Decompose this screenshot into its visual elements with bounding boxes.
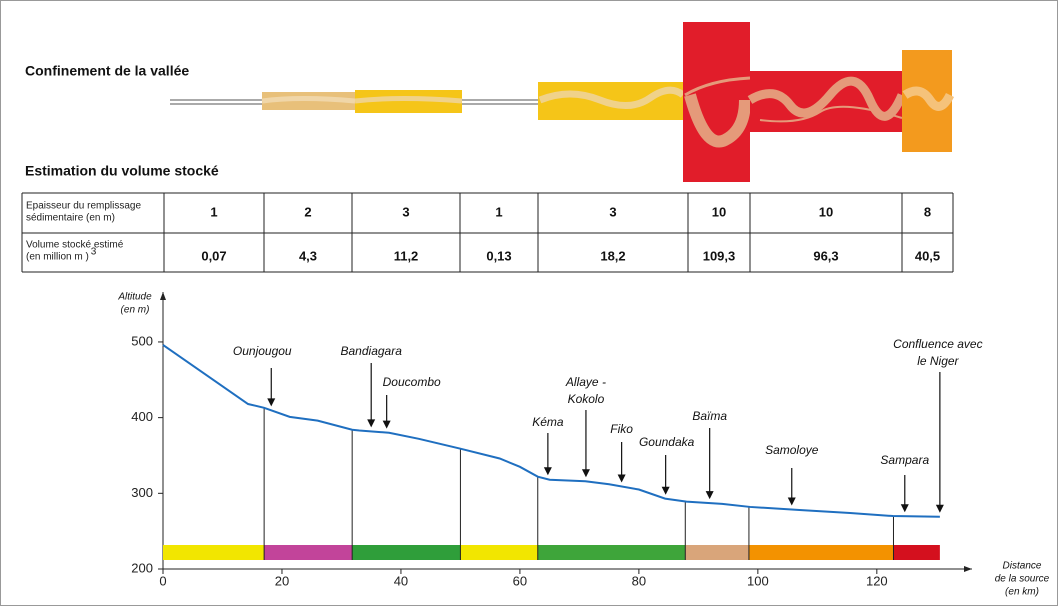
place-label: Samoloye xyxy=(765,443,819,457)
place-label: Confluence avec xyxy=(893,337,982,351)
section-band xyxy=(893,545,940,560)
section-band xyxy=(685,545,749,560)
place-label: Allaye - xyxy=(565,375,606,389)
table-cell: 10 xyxy=(819,204,833,219)
place-arrowhead xyxy=(581,469,590,478)
place-label: Baïma xyxy=(692,409,727,423)
table-cell: 18,2 xyxy=(600,248,625,263)
y-tick-label: 300 xyxy=(131,485,153,500)
y-axis-arrow xyxy=(160,292,166,300)
confinement-graphic xyxy=(170,22,955,182)
section-band xyxy=(460,545,538,560)
place-arrowhead xyxy=(935,504,944,513)
heading: Estimation du volume stocké xyxy=(25,163,219,179)
table-cell: 8 xyxy=(924,204,931,219)
x-tick-label: 60 xyxy=(513,573,527,588)
place-arrowhead xyxy=(367,419,376,428)
section-band xyxy=(352,545,461,560)
place-arrowhead xyxy=(617,474,626,483)
section-band xyxy=(264,545,353,560)
place-arrowhead xyxy=(543,467,552,476)
table-cell: 4,3 xyxy=(299,248,317,263)
x-tick-label: 120 xyxy=(866,573,888,588)
place-arrowhead xyxy=(787,497,796,506)
place-label: Fiko xyxy=(610,422,633,436)
profile-line xyxy=(162,344,940,518)
place-arrowhead xyxy=(661,486,670,495)
table-cell: 2 xyxy=(304,204,311,219)
table-cell: 0,07 xyxy=(201,248,226,263)
place-label: Sampara xyxy=(880,453,929,467)
y-tick-label: 200 xyxy=(131,560,153,575)
place-label: Ounjougou xyxy=(233,344,292,358)
row-header: (en million m ) xyxy=(26,252,89,263)
table-cell: 109,3 xyxy=(703,248,736,263)
table-cell: 3 xyxy=(402,204,409,219)
y-axis-label: (en m) xyxy=(121,305,150,316)
table-cell: 96,3 xyxy=(813,248,838,263)
place-label: Bandiagara xyxy=(341,344,403,358)
x-axis-label: (en km) xyxy=(1005,587,1039,598)
section-band xyxy=(163,545,265,560)
y-tick-label: 500 xyxy=(131,333,153,348)
x-axis-arrow xyxy=(964,566,972,572)
x-axis-label: de la source xyxy=(995,574,1050,585)
x-tick-label: 100 xyxy=(747,573,769,588)
table-cell: 10 xyxy=(712,204,726,219)
table-cell: 40,5 xyxy=(915,248,940,263)
row-header: Epaisseur du remplissage xyxy=(26,201,141,212)
table-cell: 1 xyxy=(495,204,502,219)
x-tick-label: 80 xyxy=(632,573,646,588)
y-axis-label: Altitude xyxy=(117,292,152,303)
x-tick-label: 40 xyxy=(394,573,408,588)
heading: Confinement de la vallée xyxy=(25,63,189,79)
place-label: Goundaka xyxy=(639,435,695,449)
place-label: Kokolo xyxy=(568,392,605,406)
place-arrowhead xyxy=(267,398,276,407)
section-band xyxy=(748,545,894,560)
row-header: Volume stocké estimé xyxy=(26,240,124,251)
x-axis-label: Distance xyxy=(1003,561,1042,572)
place-arrowhead xyxy=(900,504,909,513)
place-label: le Niger xyxy=(917,354,959,368)
table-cell: 0,13 xyxy=(486,248,511,263)
row-header-sup: 3 xyxy=(91,247,97,258)
section-band xyxy=(537,545,686,560)
table-cell: 1 xyxy=(210,204,217,219)
place-arrowhead xyxy=(705,491,714,500)
x-tick-label: 0 xyxy=(159,573,166,588)
place-arrowhead xyxy=(382,420,391,429)
table-cell: 3 xyxy=(609,204,616,219)
place-label: Kéma xyxy=(532,415,564,429)
y-tick-label: 400 xyxy=(131,409,153,424)
table-cell: 11,2 xyxy=(394,248,419,263)
place-label: Doucombo xyxy=(383,375,441,389)
row-header: sédimentaire (en m) xyxy=(26,213,115,224)
x-tick-label: 20 xyxy=(275,573,289,588)
